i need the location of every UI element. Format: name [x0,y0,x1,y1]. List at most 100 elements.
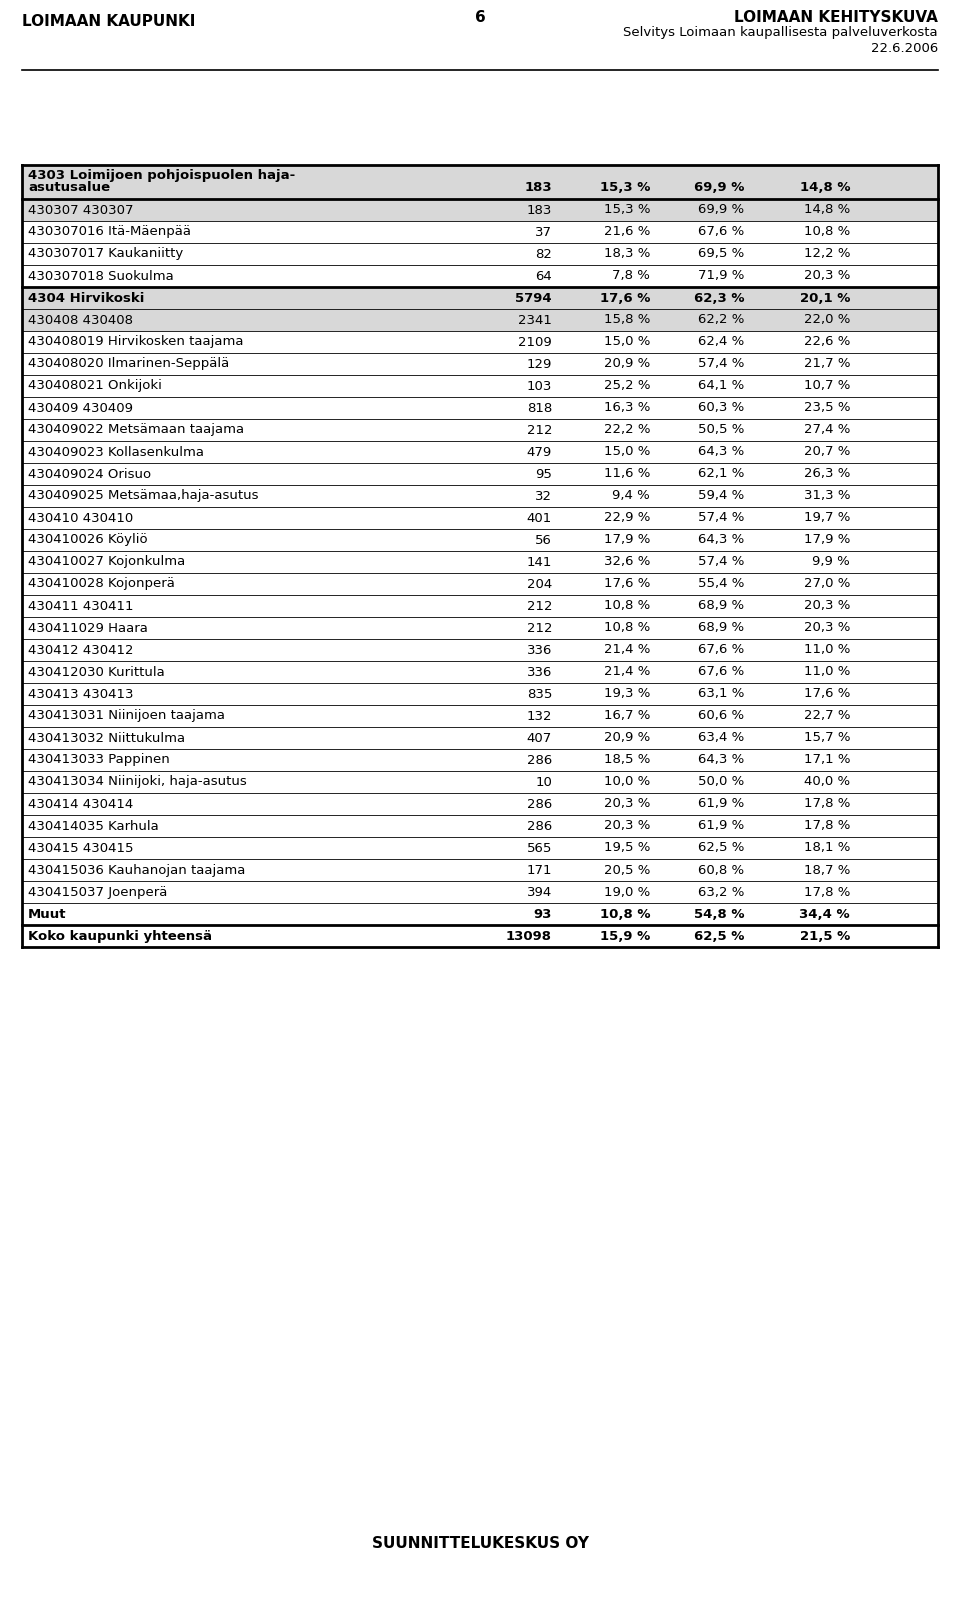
Text: Koko kaupunki yhteensä: Koko kaupunki yhteensä [28,929,212,942]
Text: 34,4 %: 34,4 % [800,908,850,921]
Text: 11,0 %: 11,0 % [804,643,850,656]
Text: Muut: Muut [28,908,66,921]
Text: 14,8 %: 14,8 % [804,204,850,217]
Text: 71,9 %: 71,9 % [698,269,744,282]
Text: 17,9 %: 17,9 % [804,534,850,547]
Text: 64: 64 [536,269,552,282]
Text: 430412 430412: 430412 430412 [28,643,133,656]
Text: 20,7 %: 20,7 % [804,445,850,458]
Text: 40,0 %: 40,0 % [804,776,850,788]
Bar [22,309,938,330]
Text: 10,8 %: 10,8 % [604,599,650,612]
Text: 103: 103 [527,379,552,392]
Text: 9,4 %: 9,4 % [612,489,650,502]
Text: 50,0 %: 50,0 % [698,776,744,788]
Text: 286: 286 [527,798,552,811]
Text: 62,1 %: 62,1 % [698,468,744,481]
Text: 23,5 %: 23,5 % [804,402,850,414]
Text: 18,1 %: 18,1 % [804,842,850,855]
Text: LOIMAAN KEHITYSKUVA: LOIMAAN KEHITYSKUVA [734,10,938,24]
Text: SUUNNITTELUKESKUS OY: SUUNNITTELUKESKUS OY [372,1536,588,1551]
Text: 64,1 %: 64,1 % [698,379,744,392]
Text: 12,2 %: 12,2 % [804,248,850,261]
Text: 15,9 %: 15,9 % [600,929,650,942]
Text: 19,7 %: 19,7 % [804,512,850,525]
Text: 204: 204 [527,578,552,591]
Text: 64,3 %: 64,3 % [698,534,744,547]
Text: 17,9 %: 17,9 % [604,534,650,547]
Text: 16,7 %: 16,7 % [604,709,650,722]
Text: 15,3 %: 15,3 % [600,181,650,194]
Text: 20,9 %: 20,9 % [604,358,650,371]
Text: 64,3 %: 64,3 % [698,445,744,458]
Text: 61,9 %: 61,9 % [698,819,744,832]
Text: 10,7 %: 10,7 % [804,379,850,392]
Bar [22,165,938,199]
Text: 82: 82 [535,248,552,261]
Text: 20,1 %: 20,1 % [800,291,850,304]
Text: 430409023 Kollasenkulma: 430409023 Kollasenkulma [28,445,204,458]
Text: 63,2 %: 63,2 % [698,886,744,899]
Text: 68,9 %: 68,9 % [698,599,744,612]
Text: 430410027 Kojonkulma: 430410027 Kojonkulma [28,555,185,568]
Text: 15,8 %: 15,8 % [604,314,650,327]
Text: 430415036 Kauhanojan taajama: 430415036 Kauhanojan taajama [28,863,246,876]
Text: 430409 430409: 430409 430409 [28,402,133,414]
Text: 430414035 Karhula: 430414035 Karhula [28,819,158,832]
Text: 15,7 %: 15,7 % [804,732,850,745]
Text: 430307 430307: 430307 430307 [28,204,133,217]
Text: 37: 37 [535,225,552,238]
Text: 60,8 %: 60,8 % [698,863,744,876]
Text: 11,6 %: 11,6 % [604,468,650,481]
Text: 18,7 %: 18,7 % [804,863,850,876]
Text: 62,3 %: 62,3 % [693,291,744,304]
Text: 212: 212 [526,424,552,437]
Text: 15,3 %: 15,3 % [604,204,650,217]
Text: 430413034 Niinijoki, haja-asutus: 430413034 Niinijoki, haja-asutus [28,776,247,788]
Text: 7,8 %: 7,8 % [612,269,650,282]
Text: 17,8 %: 17,8 % [804,886,850,899]
Text: 67,6 %: 67,6 % [698,665,744,678]
Text: 17,6 %: 17,6 % [804,688,850,701]
Text: 57,4 %: 57,4 % [698,555,744,568]
Text: 17,8 %: 17,8 % [804,819,850,832]
Text: 18,5 %: 18,5 % [604,753,650,766]
Text: 32: 32 [535,489,552,502]
Text: 54,8 %: 54,8 % [693,908,744,921]
Text: 22,7 %: 22,7 % [804,709,850,722]
Text: 20,3 %: 20,3 % [804,622,850,635]
Text: 67,6 %: 67,6 % [698,225,744,238]
Text: 430413 430413: 430413 430413 [28,688,133,701]
Text: 336: 336 [527,665,552,678]
Text: 22,2 %: 22,2 % [604,424,650,437]
Text: 17,1 %: 17,1 % [804,753,850,766]
Text: LOIMAAN KAUPUNKI: LOIMAAN KAUPUNKI [22,15,196,29]
Text: 93: 93 [534,908,552,921]
Text: 17,6 %: 17,6 % [600,291,650,304]
Text: 430415 430415: 430415 430415 [28,842,133,855]
Text: 63,1 %: 63,1 % [698,688,744,701]
Text: 62,4 %: 62,4 % [698,335,744,348]
Text: 27,0 %: 27,0 % [804,578,850,591]
Text: 15,0 %: 15,0 % [604,445,650,458]
Text: 67,6 %: 67,6 % [698,643,744,656]
Text: 17,6 %: 17,6 % [604,578,650,591]
Text: 835: 835 [527,688,552,701]
Text: 20,9 %: 20,9 % [604,732,650,745]
Bar [22,287,938,309]
Bar [22,199,938,222]
Text: 68,9 %: 68,9 % [698,622,744,635]
Text: 22,6 %: 22,6 % [804,335,850,348]
Text: 430411 430411: 430411 430411 [28,599,133,612]
Text: 62,2 %: 62,2 % [698,314,744,327]
Text: 57,4 %: 57,4 % [698,512,744,525]
Text: 479: 479 [527,445,552,458]
Text: 64,3 %: 64,3 % [698,753,744,766]
Text: 430409022 Metsämaan taajama: 430409022 Metsämaan taajama [28,424,244,437]
Text: 407: 407 [527,732,552,745]
Text: 21,6 %: 21,6 % [604,225,650,238]
Text: 19,5 %: 19,5 % [604,842,650,855]
Text: 129: 129 [527,358,552,371]
Text: 132: 132 [526,709,552,722]
Text: 430410026 Köyliö: 430410026 Köyliö [28,534,148,547]
